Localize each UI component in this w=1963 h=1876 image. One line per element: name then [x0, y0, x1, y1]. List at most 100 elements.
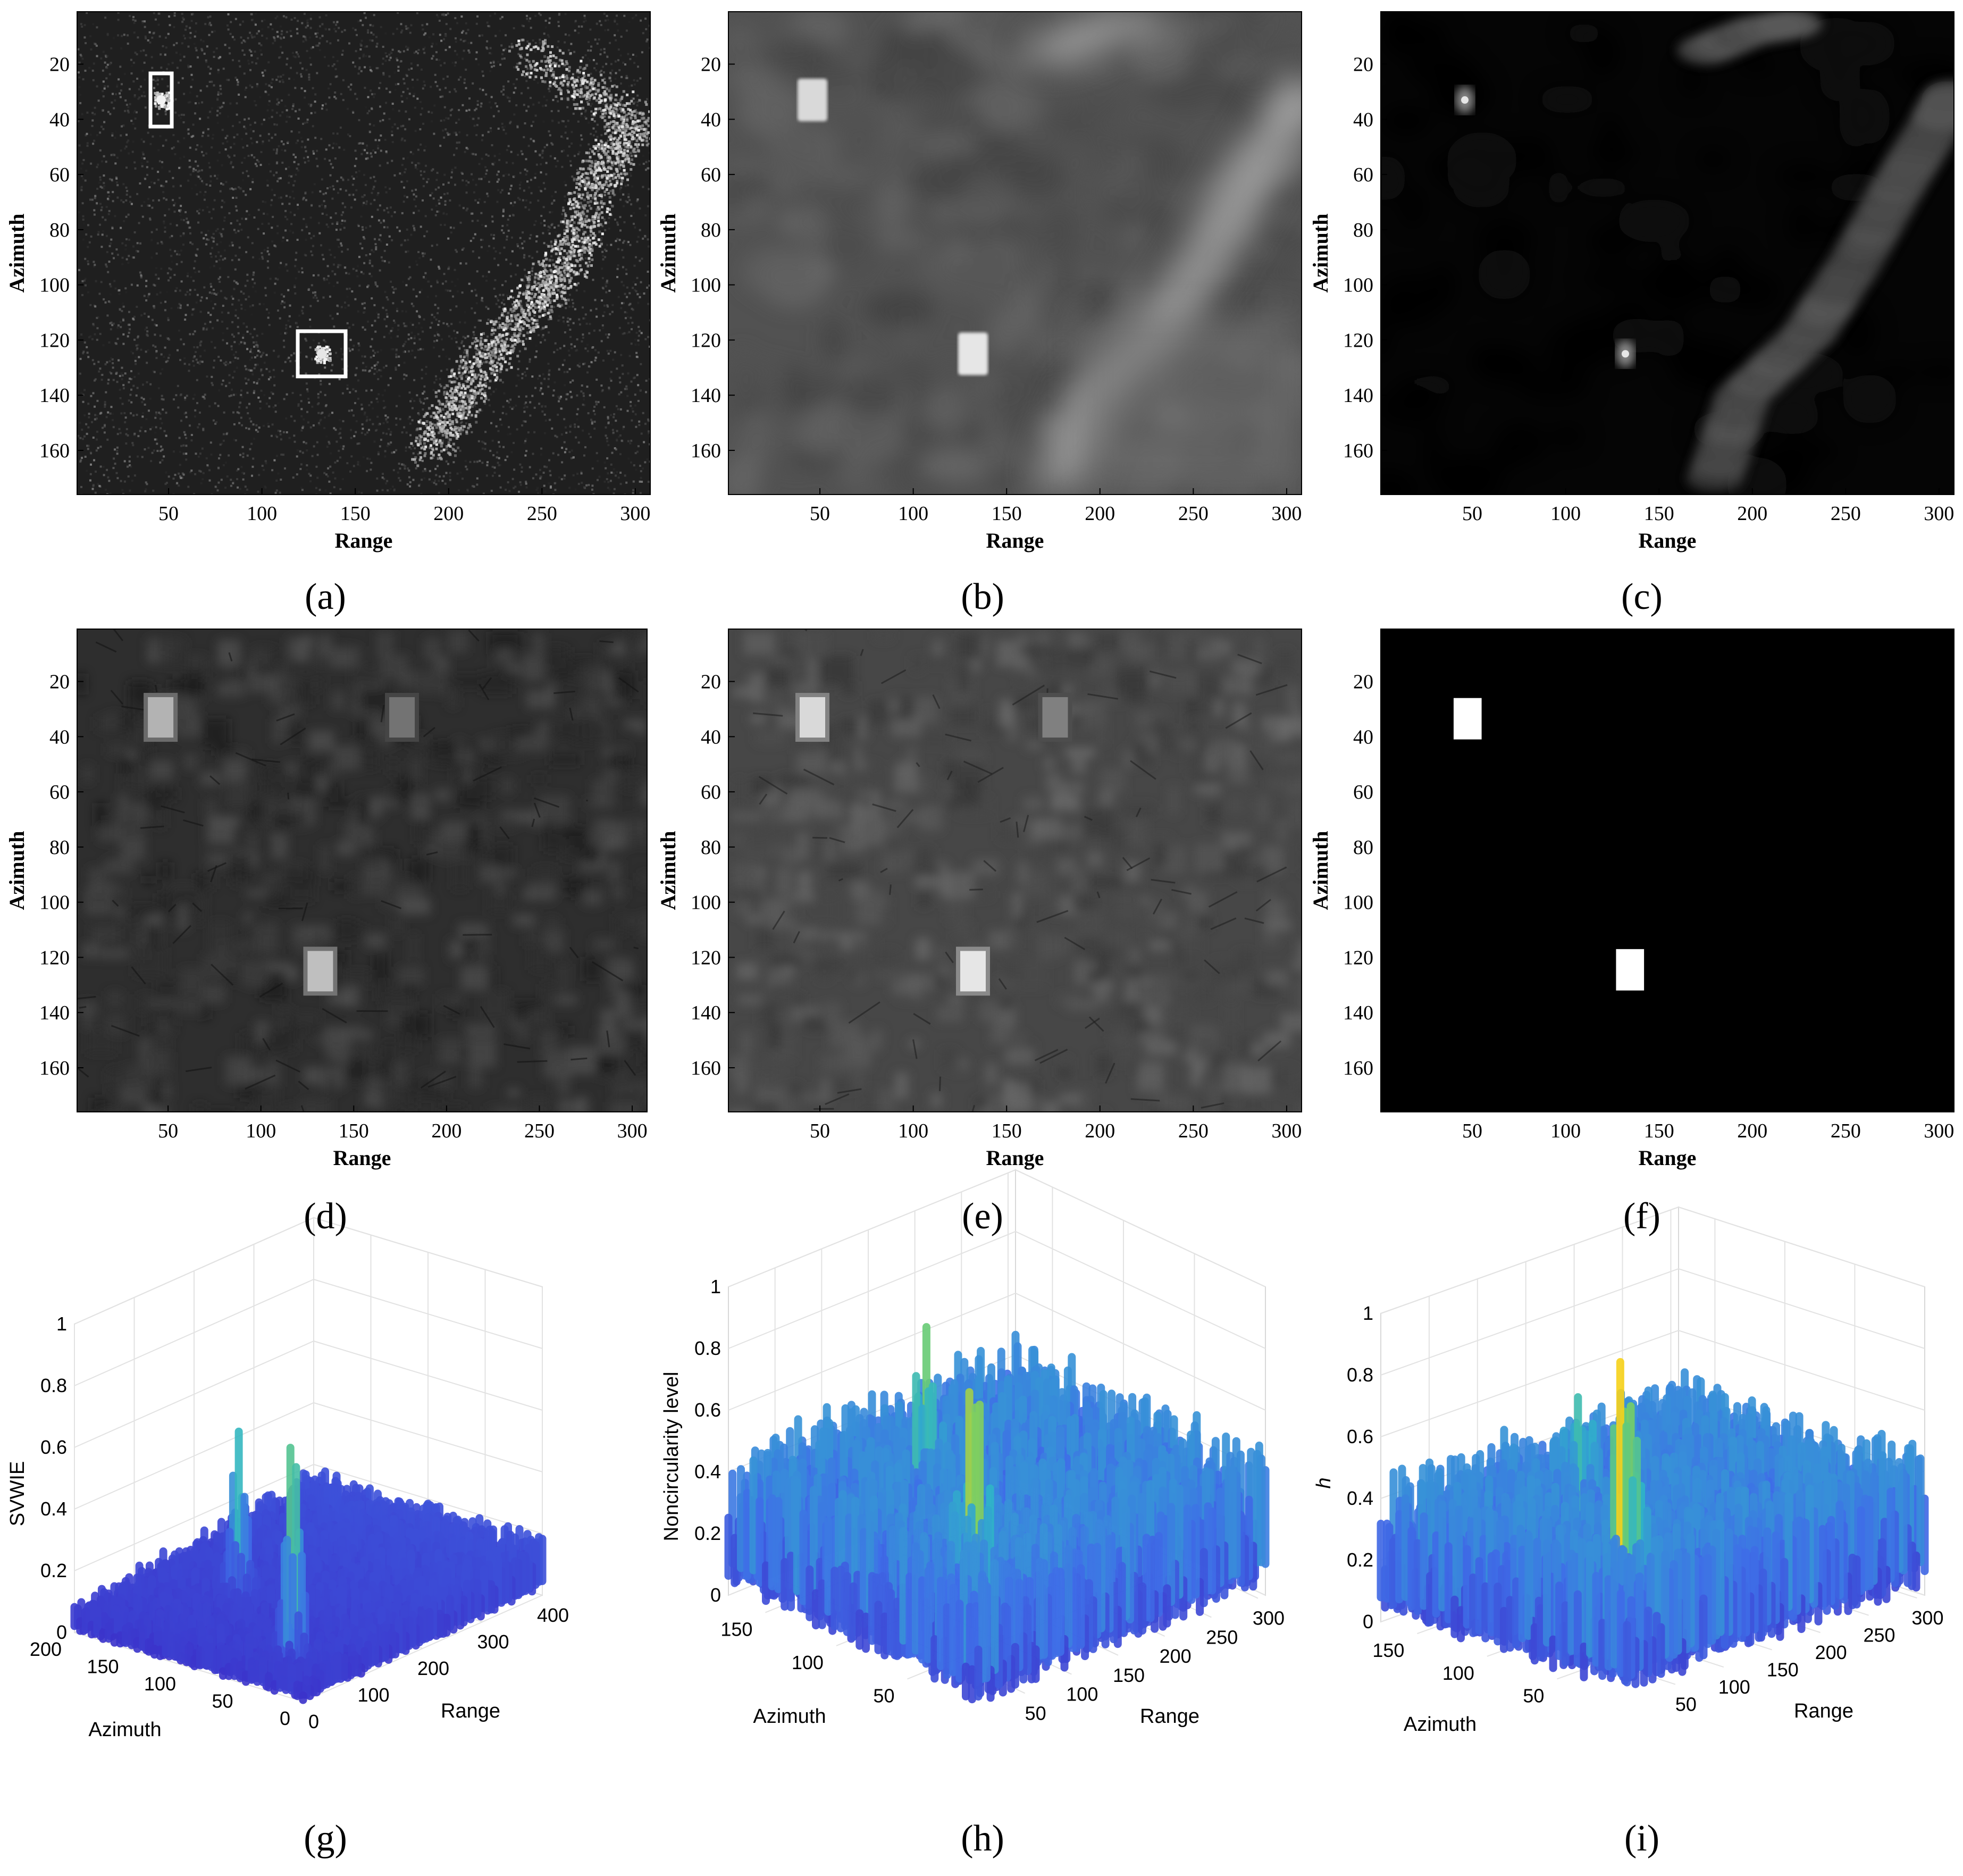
y-tick-label: 140 [1343, 384, 1373, 407]
y-axis-label: Azimuth [1404, 1713, 1477, 1736]
x-tick-label: 0 [308, 1711, 319, 1732]
x-axis-label: Range [1639, 529, 1697, 552]
y-tick-label: 40 [1353, 726, 1373, 748]
texture-lines [77, 629, 639, 1112]
y-tick-label: 40 [49, 108, 70, 131]
target-core [800, 697, 826, 738]
target-core [960, 951, 986, 992]
z-tick-label: 0.6 [40, 1436, 67, 1458]
y-tick-label: 120 [1343, 329, 1373, 351]
y-tick-label: 120 [691, 947, 721, 969]
y-tick-label: 100 [1442, 1662, 1474, 1684]
y-tick-label: 150 [87, 1656, 119, 1678]
x-axis-label: Range [441, 1700, 500, 1722]
x-tick-label: 200 [1160, 1645, 1192, 1667]
z-tick-label: 0.4 [40, 1498, 67, 1520]
x-tick-label: 200 [1737, 1120, 1767, 1142]
y-tick-label: 20 [1353, 54, 1373, 76]
y-tick-label: 100 [792, 1652, 824, 1673]
x-tick-label: 300 [1911, 1607, 1943, 1629]
surface [724, 1323, 1270, 1704]
y-tick-label: 20 [49, 671, 70, 693]
y-tick-label: 20 [1353, 671, 1373, 693]
x-tick-label: 250 [1178, 1120, 1209, 1142]
z-tick-label: 0.6 [694, 1399, 721, 1421]
z-axis-label: SVWIE [6, 1461, 29, 1526]
x-tick-label: 150 [1767, 1659, 1799, 1681]
y-tick-label: 100 [1343, 274, 1373, 297]
x-tick-label: 150 [340, 502, 371, 525]
target-box-1 [148, 71, 174, 129]
y-tick-label: 140 [39, 384, 70, 407]
y-tick-label: 100 [39, 274, 70, 297]
target-core [307, 951, 333, 992]
y-tick-label: 120 [691, 329, 721, 351]
target-core [1042, 697, 1068, 738]
clutter-ridge [1676, 12, 1954, 493]
target-2 [958, 332, 988, 375]
y-tick-label: 40 [1353, 108, 1373, 131]
target-2 [1615, 340, 1635, 368]
x-tick-label: 150 [992, 1120, 1022, 1142]
target-core [156, 95, 166, 105]
x-tick-label: 300 [1924, 502, 1954, 525]
y-tick-label: 120 [1343, 947, 1373, 969]
y-tick-label: 140 [691, 1002, 721, 1024]
floor-gridline [303, 1595, 543, 1702]
target-1 [798, 79, 828, 122]
plot-frame [77, 629, 648, 1112]
x-axis-label: Range [1140, 1705, 1199, 1728]
target-1 [144, 693, 178, 742]
z-axis-label: Noncircularity level [660, 1372, 683, 1542]
x-axis-label: Range [333, 1146, 391, 1170]
target-3 [385, 693, 420, 742]
y-tick-label: 40 [49, 726, 70, 748]
y-tick-label: 100 [1343, 892, 1373, 914]
bright-region [1081, 312, 1302, 495]
y-tick-label: 140 [39, 1002, 70, 1024]
x-axis-label: Range [1794, 1700, 1853, 1722]
image-e [728, 629, 1302, 1112]
y-axis-label: Azimuth [5, 214, 29, 293]
y-tick-label: 60 [1353, 164, 1373, 186]
target-1 [154, 91, 171, 111]
y-tick-label: 150 [720, 1619, 752, 1640]
z-tick-label: 0 [1363, 1611, 1373, 1632]
y-tick-label: 50 [873, 1685, 894, 1707]
caption-e: (e) [962, 1196, 1003, 1237]
x-tick-label: 300 [477, 1631, 509, 1653]
y-tick-label: 140 [1343, 1002, 1373, 1024]
x-tick-label: 100 [1718, 1676, 1750, 1698]
image-f [1381, 629, 1954, 1112]
z-gridline [1380, 1206, 1925, 1314]
x-tick-label: 100 [898, 502, 928, 525]
x-tick-label: 200 [1085, 502, 1115, 525]
y-tick-label: 20 [701, 671, 721, 693]
y-tick-label: 100 [691, 892, 721, 914]
caption-a: (a) [305, 576, 346, 617]
panel-b: 50 100 150 200 250 300 20 40 60 80 100 120 140 160 Ran… [656, 11, 1302, 552]
z-gridline [728, 1292, 1266, 1411]
y-axis-label: Azimuth [656, 214, 680, 293]
y-tick-label: 40 [701, 108, 721, 131]
x-tick-label: 100 [357, 1684, 389, 1706]
caption-f: (f) [1623, 1196, 1660, 1237]
y-tick-label: 60 [701, 781, 721, 803]
x-tick-label: 150 [1644, 1120, 1674, 1142]
x-tick-label: 200 [433, 502, 464, 525]
y-tick-label: 80 [49, 219, 70, 241]
detection-2 [1616, 949, 1645, 991]
y-tick-label: 60 [49, 164, 70, 186]
x-tick-label: 100 [1550, 502, 1581, 525]
x-axis-label: Range [1639, 1146, 1697, 1170]
z-gridline [1380, 1268, 1925, 1376]
y-tick-label: 40 [701, 726, 721, 748]
panel-c: 50 100 150 200 250 300 20 40 60 80 100 120 140 160 Ran… [1308, 11, 1954, 552]
x-tick-label: 50 [158, 1120, 178, 1142]
target-3 [1038, 693, 1072, 742]
y-tick-label: 60 [1353, 781, 1373, 803]
panel-h: 00.20.40.60.815010015020025030050100150R… [660, 1169, 1285, 1728]
z-tick-label: 0.2 [40, 1560, 67, 1581]
x-tick-label: 300 [1271, 1120, 1302, 1142]
x-tick-label: 50 [158, 502, 179, 525]
